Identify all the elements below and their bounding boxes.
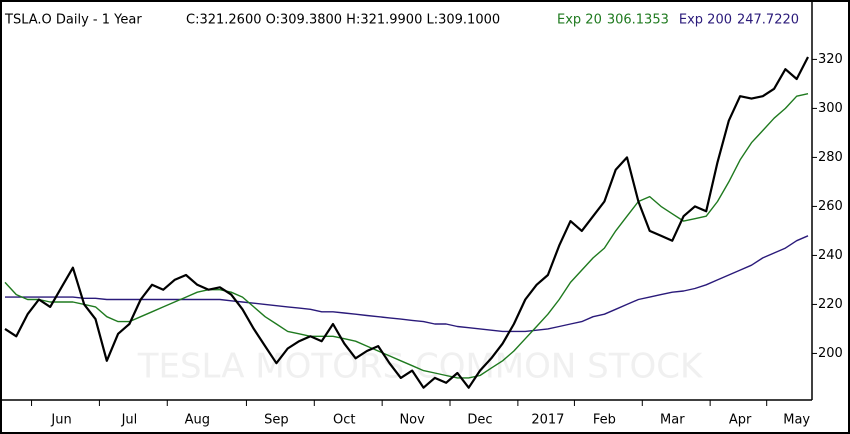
chart-title: TSLA.O Daily - 1 Year (4, 13, 142, 28)
x-tick-label: Nov (399, 413, 425, 428)
x-tick-label: 2017 (531, 413, 564, 428)
ohlc: C:321.2600 O:309.3800 H:321.9900 L:309.1… (186, 13, 500, 28)
legend-value: 306.1353 (607, 13, 669, 28)
x-tick-label: Apr (729, 413, 752, 428)
x-tick-label: Feb (593, 413, 616, 428)
x-tick-label: Dec (467, 413, 492, 428)
y-tick-label: 320 (818, 52, 843, 67)
x-tick-label: Oct (333, 413, 355, 428)
watermark: TESLA MOTORS COMMON STOCK (137, 347, 704, 387)
x-tick-label: Jul (121, 413, 138, 428)
x-tick-label: Mar (660, 413, 685, 428)
y-tick-label: 280 (818, 150, 843, 165)
series-line (4, 93, 809, 379)
series-line (4, 56, 809, 389)
x-tick-label: Jun (50, 413, 71, 428)
legend-value: 247.7220 (737, 13, 799, 28)
legend-name: Exp 200 (679, 13, 732, 28)
header: TSLA.O Daily - 1 Year C:321.2600 O:309.3… (4, 13, 500, 28)
y-tick-label: 240 (818, 248, 843, 263)
x-tick-label: Aug (185, 413, 210, 428)
series-line (5, 235, 809, 333)
y-tick-label: 220 (818, 297, 843, 312)
x-tick-label: Sep (264, 413, 289, 428)
y-tick-label: 300 (818, 101, 843, 116)
legend-name: Exp 20 (557, 13, 602, 28)
y-tick-label: 200 (818, 346, 843, 361)
y-tick-label: 260 (818, 199, 843, 214)
x-tick-label: May (783, 413, 810, 428)
